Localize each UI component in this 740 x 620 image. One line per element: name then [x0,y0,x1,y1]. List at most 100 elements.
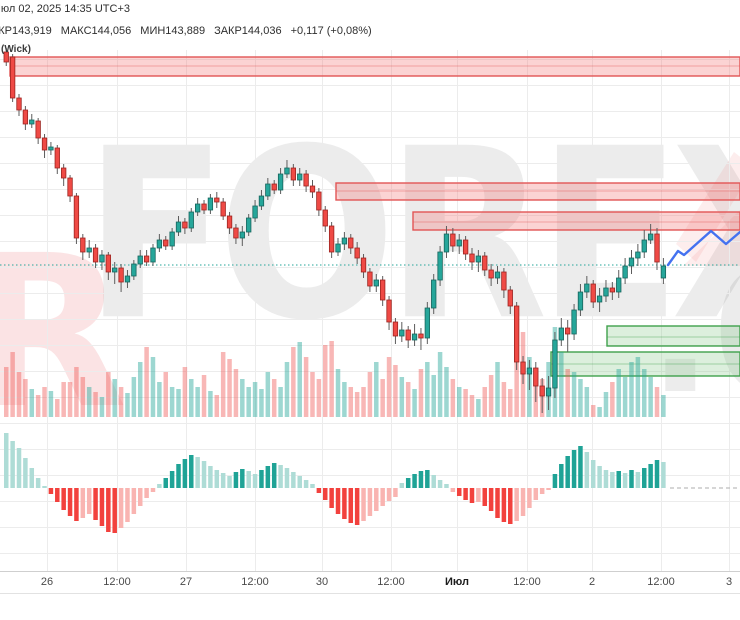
oscillator-bar [348,488,354,523]
resistance-zone [335,182,740,201]
volume-bar [616,369,621,417]
candle-up [431,279,437,309]
ohlc-open: ОТКР143,919 [0,25,52,37]
volume-bar [35,395,41,417]
candle-up [660,265,667,279]
volume-bar [418,369,424,417]
volume-bar [354,392,360,417]
oscillator-bar [393,488,398,497]
candle-up [265,183,271,197]
volume-bar [144,347,149,417]
oscillator-bar [93,488,98,520]
candle-down [80,237,86,253]
candle-up [558,327,564,341]
volume-bar [488,375,494,417]
volume-bar [412,389,417,417]
volume-bar [590,405,596,417]
volume-bar [571,372,577,417]
volume-bar [137,362,143,417]
x-axis-label: 3 [725,576,733,588]
candle-up [647,233,654,241]
oscillator-bar [527,488,532,508]
forecast-line [666,229,740,267]
oscillator-bar [437,480,443,488]
resistance-zone [9,56,740,77]
candle-up [99,254,105,263]
candle-up [131,263,137,277]
oscillator-bar [476,488,481,502]
volume-bar [227,359,232,417]
volume-bar [252,382,258,417]
volume-bar [629,362,634,417]
x-axis-label: 12:00 [241,576,269,588]
oscillator-bar [61,488,66,510]
oscillator-bar [469,488,475,503]
oscillator-bar [648,464,653,488]
candle-down [405,329,411,341]
candle-down [201,203,207,211]
oscillator-bar [278,465,283,488]
candle-down [654,233,660,263]
oscillator-bar [23,458,28,488]
oscillator-bar [118,488,124,528]
oscillator-bar [629,470,634,488]
volume-bar [48,391,54,417]
oscillator-bar [354,488,360,525]
candle-down [533,367,539,387]
oscillator-bar [29,468,35,488]
volume-bar [622,377,628,417]
candle-up [341,237,348,245]
candle-up [150,247,156,263]
candle-down [163,239,169,247]
candle-up [284,167,290,175]
volume-bar [380,379,385,417]
oscillator-bar [444,484,449,488]
time-axis[interactable]: 26 12:00 27 12:00 30 12:00 Июл 12:00 2 12:00 3 [0,571,740,594]
candle-down [3,51,9,63]
oscillator-bar [323,488,328,500]
oscillator-bar [610,472,615,488]
volume-bar [131,377,137,417]
oscillator-bar [208,466,213,488]
oscillator-bar [380,488,385,506]
candle-down [67,177,73,197]
oscillator-bar [584,452,590,488]
candle-down [488,269,494,279]
volume-bar [463,389,468,417]
candle-up [175,221,182,233]
oscillator-bar [48,488,54,494]
oscillator-bar [463,488,468,500]
oscillator-bar [533,488,539,500]
volume-bar [259,389,264,417]
candle-up [437,251,443,281]
candle-down [73,195,80,239]
candle-up [552,339,558,389]
candle-up [526,367,533,375]
candle-up [475,255,482,263]
candle-up [628,257,635,267]
candle-down [354,247,360,259]
volume-bar [597,407,602,417]
volume-bar [42,387,47,417]
volume-bar [118,387,124,417]
oscillator-bar [342,488,347,519]
candle-up [571,309,577,335]
candle-up [577,291,584,311]
volume-bar [157,382,162,417]
candle-down [182,221,188,229]
oscillator-bar [642,468,647,488]
candle-up [188,211,194,229]
oscillator-bar [597,466,602,488]
volume-bar [456,387,462,417]
volume-bar [240,379,245,417]
oscillator-bar [412,474,417,488]
volume-bar [316,379,322,417]
oscillator-bar [578,446,583,488]
candle-down [609,287,615,293]
candle-down [271,183,277,191]
volume-bar [393,365,398,417]
watermark-pink-shape [676,152,740,262]
volume-bar [176,389,181,417]
candle-up [596,295,603,303]
